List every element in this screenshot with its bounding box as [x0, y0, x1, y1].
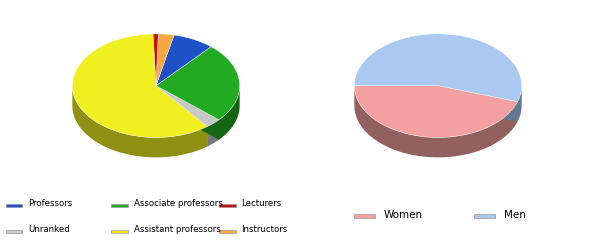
Polygon shape	[355, 86, 518, 157]
Bar	[6, 230, 23, 233]
Polygon shape	[156, 35, 211, 86]
Polygon shape	[438, 86, 518, 122]
Text: Lecturers: Lecturers	[242, 199, 282, 209]
Polygon shape	[156, 86, 208, 146]
Polygon shape	[156, 86, 219, 126]
Polygon shape	[73, 34, 208, 138]
Text: Professors: Professors	[29, 199, 73, 209]
Polygon shape	[73, 86, 208, 157]
Polygon shape	[518, 86, 521, 122]
Polygon shape	[219, 86, 239, 140]
Polygon shape	[153, 34, 158, 86]
Polygon shape	[156, 86, 219, 140]
Text: Women: Women	[384, 210, 423, 220]
Text: Men: Men	[504, 210, 526, 220]
Polygon shape	[438, 86, 518, 122]
Bar	[111, 230, 128, 233]
Polygon shape	[355, 34, 521, 102]
Text: Assistant professors: Assistant professors	[133, 225, 220, 234]
Polygon shape	[156, 34, 174, 86]
Text: Instructors: Instructors	[242, 225, 288, 234]
Text: Associate professors: Associate professors	[133, 199, 222, 209]
Bar	[219, 230, 235, 233]
Polygon shape	[156, 47, 239, 120]
Polygon shape	[156, 86, 219, 140]
Polygon shape	[355, 86, 518, 138]
Polygon shape	[208, 120, 219, 146]
Bar	[474, 214, 495, 218]
Bar	[354, 214, 375, 218]
Text: Unranked: Unranked	[29, 225, 70, 234]
Bar	[111, 204, 128, 207]
Bar	[219, 204, 235, 207]
Bar	[6, 204, 23, 207]
Polygon shape	[156, 86, 208, 146]
